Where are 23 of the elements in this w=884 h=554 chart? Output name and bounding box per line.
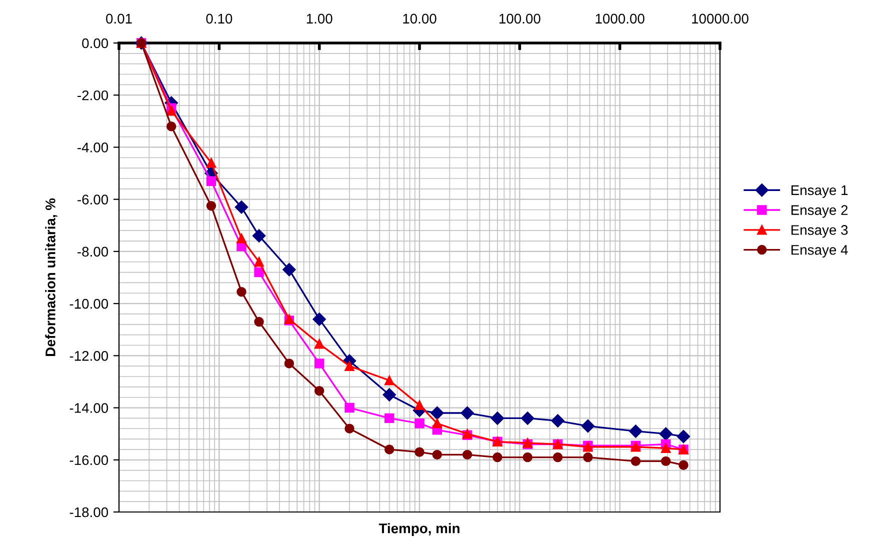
y-tick-label: 0.00: [82, 38, 108, 48]
y-tick-label: -18.00: [70, 507, 108, 518]
y-tick-label: -2.00: [78, 90, 108, 100]
y-tick-label: -10.00: [70, 298, 108, 309]
y-tick-label: -14.00: [70, 403, 108, 413]
x-tick-label: 0.01: [106, 14, 132, 24]
x-tick-label: 10.00: [403, 14, 436, 24]
x-axis-title: Tiempo, min: [378, 523, 460, 536]
y-tick-label: -12.00: [70, 351, 108, 361]
x-tick-label: 0.10: [206, 14, 232, 24]
legend-label: Ensaye 3: [791, 225, 848, 238]
legend-label: Ensaye 1: [791, 185, 848, 198]
y-tick-label: -6.00: [78, 194, 108, 205]
legend-label: Ensaye 4: [791, 245, 848, 258]
y-tick-label: -16.00: [70, 455, 108, 466]
x-tick-label: 10000.00: [692, 14, 748, 24]
x-tick-label: 1000.00: [596, 14, 644, 24]
y-tick-label: -8.00: [78, 246, 108, 257]
x-tick-label: 1.00: [306, 14, 332, 24]
x-tick-label: 100.00: [499, 14, 540, 24]
y-tick-label: -4.00: [78, 142, 108, 152]
y-axis-title: Deformacion unitaria, %: [45, 198, 58, 356]
legend-label: Ensaye 2: [791, 205, 848, 218]
